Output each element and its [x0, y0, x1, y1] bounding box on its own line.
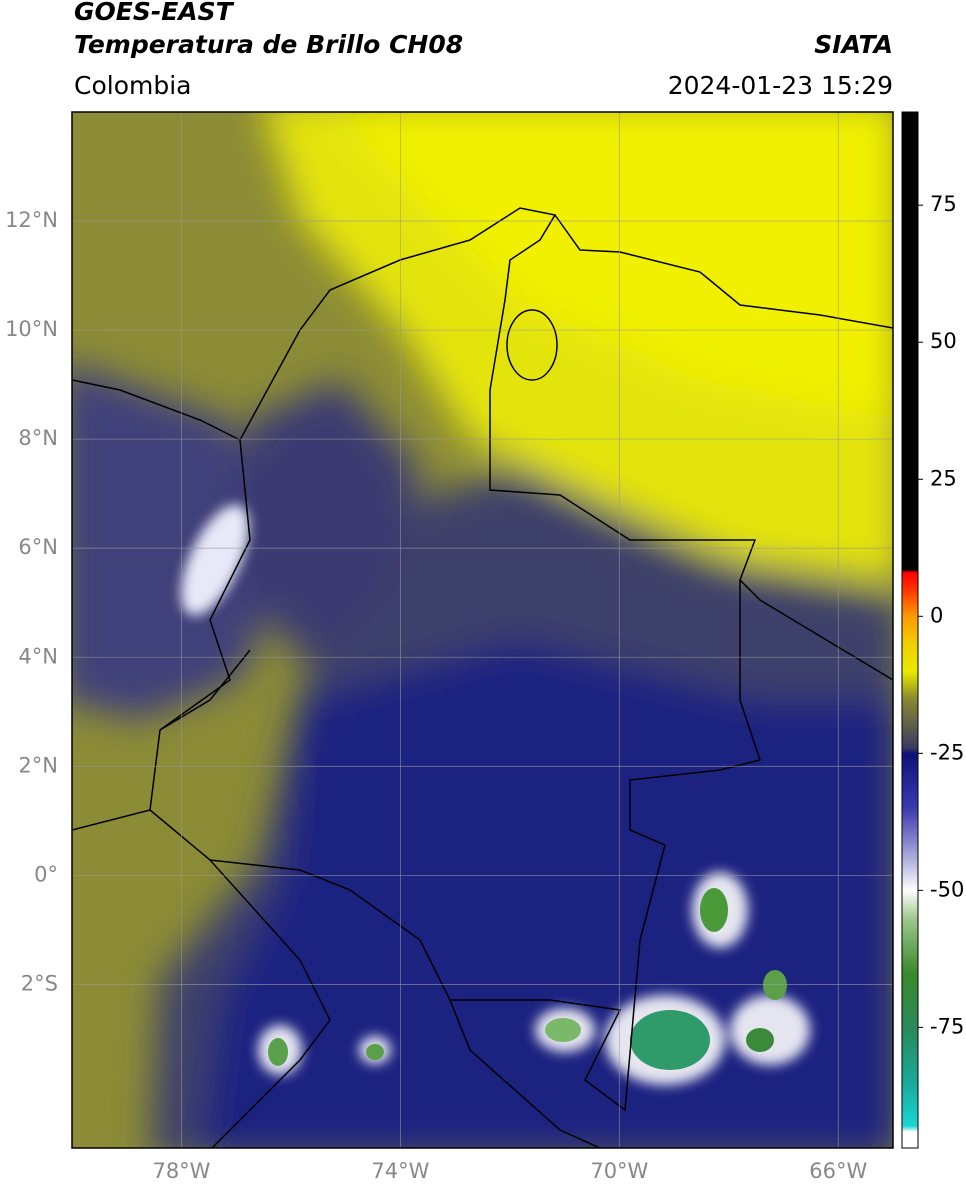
subtitle: Temperatura de Brillo CH08	[74, 30, 463, 59]
colorbar-tick-label: -50	[930, 877, 964, 901]
colorbar-segment	[902, 1131, 918, 1149]
colorbar-segment	[902, 890, 918, 919]
lat-tick-label: 2°N	[18, 753, 58, 777]
colorbar-segment	[902, 616, 918, 645]
colorbar-segment	[902, 972, 918, 1028]
graticule: 78°W 74°W 70°W 66°W 12°N 10°N 8°N 6°N 4°N 2°N 0° 2°…	[5, 112, 893, 1183]
colorbar-tick-label: 0	[930, 603, 943, 627]
lon-tick-label: 70°W	[590, 1159, 648, 1183]
colorbar-segment	[902, 1126, 918, 1132]
colorbar-tick-label: 25	[930, 466, 957, 490]
colorbar: 75 50 25 0 -25 -50 -75	[901, 111, 964, 1149]
region: Colombia	[74, 71, 191, 100]
lat-tick-label: 2°S	[21, 971, 58, 995]
colorbar-segment	[902, 747, 918, 754]
lat-tick-label: 10°N	[5, 317, 58, 341]
timestamp: 2024-01-23 15:29	[668, 71, 893, 100]
colorbar-segment	[902, 753, 918, 809]
colorbar-segment	[902, 671, 918, 699]
colorbar-tick-label: -75	[930, 1014, 964, 1038]
lat-tick-label: 12°N	[5, 208, 58, 232]
map-frame	[71, 111, 894, 1149]
colorbar-segment	[902, 643, 918, 672]
colorbar-segment	[902, 698, 918, 749]
lon-tick-label: 74°W	[371, 1159, 429, 1183]
colorbar-segment	[902, 808, 918, 864]
source: SIATA	[814, 30, 893, 59]
colorbar-tick-label: 75	[930, 192, 957, 216]
title: GOES-EAST	[74, 0, 235, 26]
lat-tick-label: 4°N	[18, 644, 58, 668]
colorbar-segment	[902, 572, 918, 590]
lat-tick-label: 6°N	[18, 535, 58, 559]
lon-tick-label: 78°W	[152, 1159, 210, 1183]
colorbar-segment	[902, 569, 918, 573]
lat-tick-label: 0°	[34, 862, 58, 886]
colorbar-segment	[902, 1027, 918, 1083]
colorbar-frame	[901, 111, 919, 1149]
colorbar-tick-label: 50	[930, 329, 957, 353]
colorbar-segment	[902, 1082, 918, 1127]
satellite-image	[72, 112, 893, 1148]
colorbar-segment	[902, 588, 918, 617]
colorbar-segment	[902, 862, 918, 891]
colorbar-segment	[902, 917, 918, 973]
colorbar-segment	[902, 112, 918, 571]
lon-tick-label: 66°W	[809, 1159, 867, 1183]
lat-tick-label: 8°N	[18, 426, 58, 450]
colorbar-tick-label: -25	[930, 740, 964, 764]
